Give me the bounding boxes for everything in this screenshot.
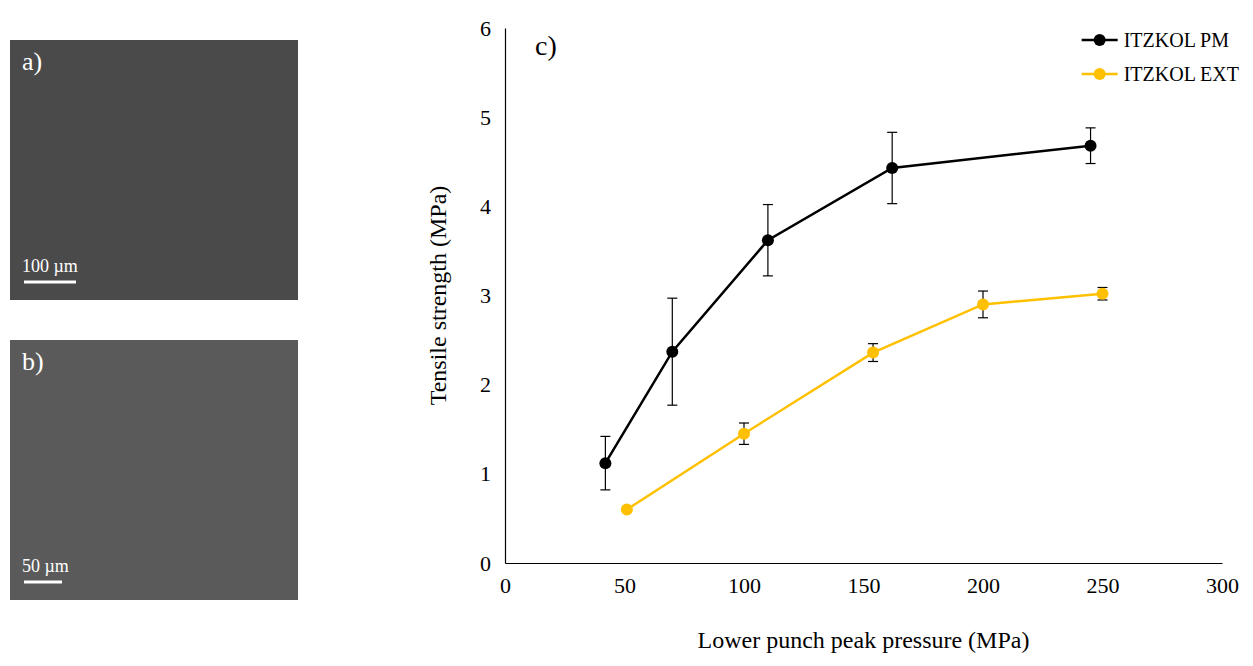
error-bar-cap bbox=[600, 436, 610, 437]
tick-label: 4 bbox=[480, 194, 491, 219]
y-axis-title: Tensile strength (MPa) bbox=[425, 186, 451, 406]
legend-label: ITZKOL PM bbox=[1124, 29, 1230, 51]
legend-item: ITZKOL EXT bbox=[1082, 63, 1239, 85]
error-bar-cap bbox=[667, 298, 677, 299]
data-point bbox=[738, 428, 750, 440]
tick-label: 3 bbox=[480, 283, 491, 308]
tick-label: 2 bbox=[480, 372, 491, 397]
tick: 200 bbox=[967, 563, 1000, 598]
series-line bbox=[605, 146, 1090, 463]
error-bar bbox=[600, 436, 610, 490]
axis-line bbox=[505, 29, 506, 564]
tick-label: 6 bbox=[480, 16, 491, 41]
error-bar-cap bbox=[887, 132, 897, 133]
error-bar-cap bbox=[887, 203, 897, 204]
tick-label: 100 bbox=[728, 573, 761, 598]
tick: 1 bbox=[480, 461, 505, 486]
tick: 50 bbox=[614, 563, 636, 598]
error-bar-cap bbox=[1086, 163, 1096, 164]
tick-label: 5 bbox=[480, 105, 491, 130]
legend: ITZKOL PM ITZKOL EXT bbox=[1082, 29, 1239, 85]
panel-label: a) bbox=[22, 47, 42, 76]
tick: 250 bbox=[1087, 563, 1120, 598]
error-bar bbox=[667, 298, 677, 405]
error-bar-cap bbox=[600, 489, 610, 490]
plot-marks bbox=[599, 128, 1108, 516]
error-bar bbox=[887, 132, 897, 203]
error-bar bbox=[1098, 287, 1108, 299]
tick: 6 bbox=[480, 16, 505, 41]
tick-label: 1 bbox=[480, 461, 491, 486]
data-point bbox=[621, 504, 633, 516]
image-panel: b) 50 µm bbox=[10, 340, 298, 600]
tick-label: 200 bbox=[967, 573, 1000, 598]
error-bar-cap bbox=[739, 444, 749, 445]
error-bar bbox=[763, 205, 773, 276]
image-placeholder bbox=[10, 40, 298, 300]
error-bar-cap bbox=[868, 361, 878, 362]
y-axis: 0 1 2 3 4 5 6 bbox=[480, 16, 506, 576]
error-bar-cap bbox=[868, 343, 878, 344]
axis-line bbox=[506, 563, 1223, 564]
legend-item: ITZKOL PM bbox=[1082, 29, 1230, 51]
tick-label: 50 bbox=[614, 573, 636, 598]
legend-marker bbox=[1094, 34, 1106, 46]
scale-bar-label: 50 µm bbox=[22, 556, 69, 576]
series bbox=[621, 287, 1109, 515]
scale-bar-label: 100 µm bbox=[22, 256, 78, 276]
tick-label: 300 bbox=[1206, 573, 1239, 598]
tick: 300 bbox=[1206, 563, 1239, 598]
x-axis: 0 50 100 150 200 250 300 bbox=[500, 563, 1239, 598]
tick: 100 bbox=[728, 563, 761, 598]
legend-label: ITZKOL EXT bbox=[1124, 63, 1239, 85]
tick: 150 bbox=[848, 563, 881, 598]
error-bar-cap bbox=[978, 290, 988, 291]
image-panel: a) 100 µm bbox=[10, 40, 298, 300]
error-bar bbox=[739, 423, 749, 444]
error-bar bbox=[1086, 128, 1096, 164]
error-bar-cap bbox=[1086, 127, 1096, 128]
data-point bbox=[599, 457, 611, 469]
data-point bbox=[886, 162, 898, 174]
panel-label: b) bbox=[22, 347, 44, 376]
tick: 2 bbox=[480, 372, 505, 397]
tick-label: 250 bbox=[1087, 573, 1120, 598]
figure: a) 100 µm b) 50 µm 0 50 100 150 200 250 300 0 1 2 3 4 5 6… bbox=[0, 0, 1253, 666]
data-point bbox=[666, 346, 678, 358]
scale-bar bbox=[24, 281, 76, 284]
error-bar-cap bbox=[667, 405, 677, 406]
tick: 0 bbox=[500, 563, 511, 598]
image-placeholder bbox=[10, 340, 298, 600]
panel-label: c) bbox=[535, 30, 557, 61]
tick: 0 bbox=[480, 551, 505, 576]
error-bar-cap bbox=[763, 204, 773, 205]
error-bar bbox=[868, 344, 878, 362]
data-point bbox=[977, 298, 989, 310]
data-point bbox=[1085, 140, 1097, 152]
scale-bar bbox=[24, 581, 62, 584]
tick: 4 bbox=[480, 194, 505, 219]
error-bar-cap bbox=[739, 422, 749, 423]
tick: 5 bbox=[480, 105, 505, 130]
tick: 3 bbox=[480, 283, 505, 308]
tick-label: 150 bbox=[848, 573, 881, 598]
data-point bbox=[1097, 288, 1109, 300]
tick-label: 0 bbox=[500, 573, 511, 598]
error-bar-cap bbox=[763, 275, 773, 276]
error-bar-cap bbox=[978, 317, 988, 318]
legend-marker bbox=[1094, 68, 1106, 80]
series bbox=[599, 128, 1096, 490]
data-point bbox=[762, 234, 774, 246]
error-bar bbox=[978, 291, 988, 318]
tick-label: 0 bbox=[480, 551, 491, 576]
data-point bbox=[867, 347, 879, 359]
x-axis-title: Lower punch peak pressure (MPa) bbox=[698, 627, 1030, 653]
series-line bbox=[627, 294, 1103, 510]
